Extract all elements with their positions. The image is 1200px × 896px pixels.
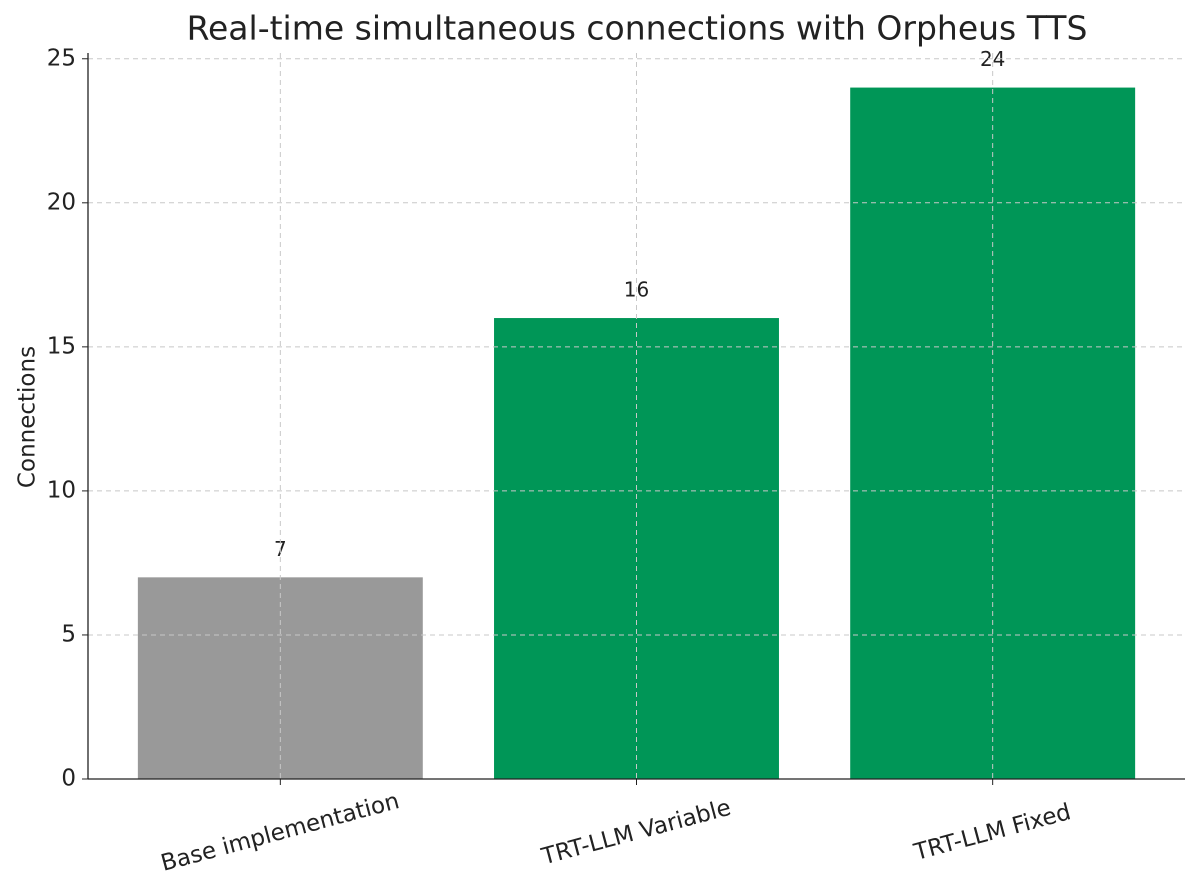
y-axis-label: Connections: [15, 346, 41, 488]
y-tick-label: 20: [47, 189, 76, 215]
x-tick-label: Base implementation: [158, 788, 402, 877]
y-tick-label: 0: [61, 766, 76, 792]
x-tick-label: TRT-LLM Fixed: [910, 799, 1073, 866]
y-tick-label: 5: [61, 621, 76, 647]
x-tick-label: TRT-LLM Variable: [538, 795, 734, 871]
y-tick-label: 25: [47, 45, 76, 71]
y-tick-label: 15: [47, 333, 76, 359]
chart-title: Real-time simultaneous connections with …: [187, 9, 1088, 48]
y-tick-label: 10: [47, 477, 76, 503]
